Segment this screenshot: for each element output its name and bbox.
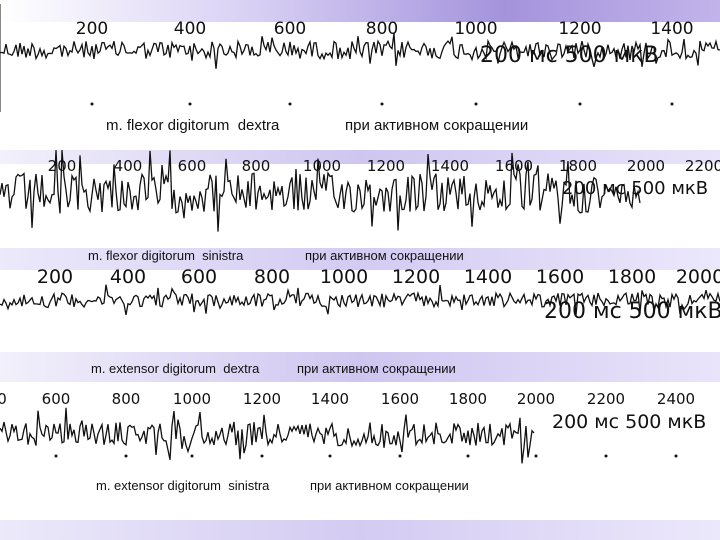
x-tick-label: 1800 [559, 157, 597, 175]
x-tick-label: 400 [114, 157, 143, 175]
x-tick-label: 200 [76, 19, 108, 39]
x-tick-label: 1400 [650, 19, 693, 39]
emg-panel-extensor-sinistra: 0 600 800 1000 1200 1400 1600 1800 2000 2200 2400 2… [0, 382, 720, 540]
x-tick-label: 1200 [243, 390, 281, 408]
x-tick-label: 1800 [449, 390, 487, 408]
caption-muscle: m. extensor digitorum dextra [91, 361, 260, 376]
time-marker-dot [288, 102, 292, 106]
time-marker-dot [670, 102, 674, 106]
time-marker-dot [466, 454, 470, 458]
x-tick-label: 800 [254, 266, 290, 288]
x-tick-label: 2000 [676, 266, 720, 288]
scale-label: 200 мс 500 мкВ [552, 411, 706, 433]
x-tick-label: 600 [42, 390, 71, 408]
x-tick-label: 1200 [367, 157, 405, 175]
x-tick-label: 1000 [320, 266, 368, 288]
x-tick-label: 1000 [173, 390, 211, 408]
x-tick-label: 400 [110, 266, 146, 288]
emg-trace-line [0, 33, 720, 69]
caption-state: при активном сокращении [305, 248, 464, 263]
x-tick-label: 2400 [657, 390, 695, 408]
caption-muscle: m. extensor digitorum sinistra [96, 478, 270, 493]
time-marker-dot [398, 454, 402, 458]
time-marker-dot [90, 102, 94, 106]
emg-trace-line [0, 407, 535, 464]
time-marker-dot [124, 454, 128, 458]
x-tick-label: 800 [242, 157, 271, 175]
scale-label: 200 мс 500 мкВ [562, 178, 708, 199]
x-tick-label: 600 [274, 19, 306, 39]
caption-state: при активном сокращении [310, 478, 469, 493]
emg-panel-flexor-sinistra: 200 400 600 800 1000 1200 1400 1600 1800 2000 2200… [0, 150, 720, 268]
time-marker-dot [260, 454, 264, 458]
emg-chart-flexor-sinistra: 200 400 600 800 1000 1200 1400 1600 1800 2000 2200… [0, 150, 720, 232]
emg-panel-flexor-dextra: 200 400 600 800 1000 1200 1400 200 мс 500 мкВ m… [0, 0, 720, 150]
x-tick-label: 800 [112, 390, 141, 408]
x-tick-label: 200 [48, 157, 77, 175]
x-tick-label: 1600 [536, 266, 584, 288]
x-tick-label: 1800 [608, 266, 656, 288]
x-tick-label: 0 [0, 390, 7, 408]
emg-chart-extensor-sinistra: 0 600 800 1000 1200 1400 1600 1800 2000 2200 2400 2… [0, 390, 706, 464]
caption-muscle: m. flexor digitorum dextra [106, 117, 280, 134]
x-tick-label: 1400 [311, 390, 349, 408]
emg-chart-flexor-dextra: 200 400 600 800 1000 1200 1400 200 мс 500 мкВ [0, 4, 720, 112]
x-tick-label: 1400 [464, 266, 512, 288]
time-marker-dot [190, 454, 194, 458]
emg-panel-extensor-dextra: 200 400 600 800 1000 1200 1400 1600 1800 2000 200 … [0, 262, 720, 382]
time-marker-dot [604, 454, 608, 458]
scale-label: 200 мс 500 мкВ [544, 299, 720, 324]
time-marker-dot [474, 102, 478, 106]
x-tick-label: 1400 [431, 157, 469, 175]
x-tick-label: 2200 [685, 157, 720, 175]
x-tick-label: 2000 [627, 157, 665, 175]
scale-label: 200 мс 500 мкВ [480, 43, 659, 68]
x-tick-label: 2200 [587, 390, 625, 408]
x-tick-label: 400 [174, 19, 206, 39]
caption-state: при активном сокращении [345, 117, 529, 134]
x-tick-label: 600 [181, 266, 217, 288]
time-marker-dot [674, 454, 678, 458]
x-tick-label: 1600 [381, 390, 419, 408]
emg-trace-line [0, 284, 720, 316]
time-marker-dot [54, 454, 58, 458]
time-marker-dot [578, 102, 582, 106]
x-tick-label: 1000 [303, 157, 341, 175]
x-tick-label: 1000 [454, 19, 497, 39]
time-marker-dot [328, 454, 332, 458]
x-tick-label: 600 [178, 157, 207, 175]
time-marker-dot [380, 102, 384, 106]
x-tick-label: 2000 [517, 390, 555, 408]
caption-muscle: m. flexor digitorum sinistra [88, 248, 244, 263]
x-tick-label: 1200 [392, 266, 440, 288]
x-tick-label: 800 [366, 19, 398, 39]
time-marker-dot [188, 102, 192, 106]
x-tick-label: 200 [37, 266, 73, 288]
x-tick-label: 1600 [495, 157, 533, 175]
emg-trace-line [0, 150, 641, 232]
time-marker-dot [534, 454, 538, 458]
x-tick-label: 1200 [558, 19, 601, 39]
caption-state: при активном сокращении [297, 361, 456, 376]
emg-chart-extensor-dextra: 200 400 600 800 1000 1200 1400 1600 1800 2000 200 … [0, 266, 720, 324]
